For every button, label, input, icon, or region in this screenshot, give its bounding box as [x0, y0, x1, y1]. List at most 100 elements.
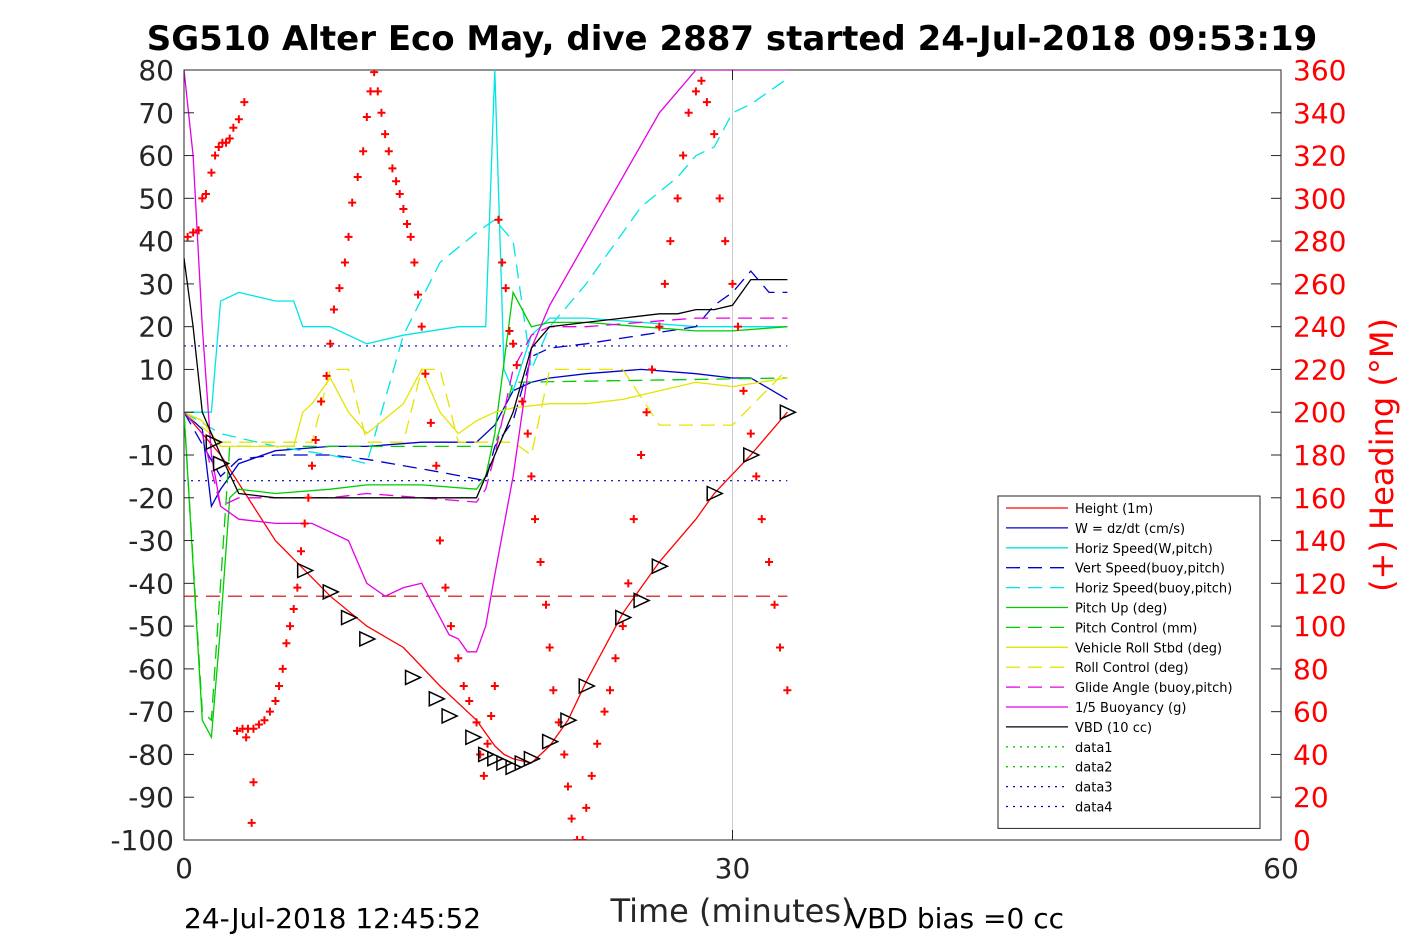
legend-entry: data3 — [1075, 781, 1113, 796]
heading-point — [549, 686, 558, 695]
legend-entry: Vehicle Roll Stbd (deg) — [1075, 641, 1222, 656]
y-tick-label: -50 — [128, 610, 174, 643]
right-tick-label: 240 — [1293, 311, 1346, 344]
heading-point — [542, 600, 551, 609]
heading-point — [512, 361, 521, 370]
heading-point — [233, 726, 242, 735]
heading-point — [487, 711, 496, 720]
heading-point — [465, 696, 474, 705]
y-tick-label: 20 — [138, 311, 174, 344]
triangle-marker — [541, 733, 560, 750]
legend-entry: 1/5 Buoyancy (g) — [1075, 701, 1186, 716]
right-tick-label: 300 — [1293, 182, 1346, 215]
heading-point — [563, 782, 572, 791]
right-tick-label: 360 — [1293, 54, 1346, 87]
heading-point — [384, 147, 393, 156]
heading-point — [624, 579, 633, 588]
legend-entry: Horiz Speed(buoy,pitch) — [1075, 582, 1232, 597]
right-tick-label: 200 — [1293, 396, 1346, 429]
heading-point — [578, 836, 587, 840]
triangle-marker — [651, 558, 670, 575]
heading-point — [225, 134, 234, 143]
series-line — [184, 258, 788, 499]
heading-point — [307, 461, 316, 470]
legend-entry: data4 — [1075, 801, 1113, 816]
series-layer — [184, 70, 788, 764]
heading-point — [359, 147, 368, 156]
heading-point — [446, 622, 455, 631]
triangle-marker — [496, 754, 514, 772]
y-tick-label: -60 — [128, 653, 174, 686]
heading-point — [289, 605, 298, 613]
series-line — [184, 368, 788, 457]
heading-point — [377, 108, 386, 117]
legend-entry: W = dz/dt (cm/s) — [1075, 522, 1185, 537]
x-axis-label: Time (minutes) — [610, 892, 854, 930]
triangle-marker — [340, 609, 359, 626]
series-line — [184, 78, 788, 465]
heading-point — [593, 739, 602, 748]
heading-point — [765, 557, 774, 566]
heading-point — [494, 215, 503, 224]
heading-point — [278, 664, 287, 673]
heading-point — [505, 326, 514, 335]
heading-point — [536, 557, 545, 566]
legend-entry: Height (1m) — [1075, 502, 1153, 517]
y-tick-label: -40 — [128, 567, 174, 600]
right-tick-label: 260 — [1293, 268, 1346, 301]
heading-point — [432, 461, 441, 470]
triangle-marker — [212, 455, 231, 472]
y-tick-label: -10 — [128, 439, 174, 472]
triangle-marker — [560, 712, 578, 729]
heading-point — [399, 205, 408, 214]
heading-point — [501, 284, 510, 293]
heading-point — [527, 472, 536, 481]
heading-point — [666, 237, 675, 246]
heading-point — [606, 686, 615, 695]
y-tick-label: 80 — [138, 54, 174, 87]
heading-point — [322, 371, 331, 380]
heading-point — [229, 123, 238, 132]
heading-point — [353, 172, 362, 181]
right-tick-label: 80 — [1293, 653, 1329, 686]
heading-point — [523, 429, 532, 438]
heading-point — [335, 284, 344, 293]
y-tick-label: -70 — [128, 696, 174, 729]
heading-point — [410, 258, 419, 267]
heading-point — [679, 151, 688, 160]
heading-point — [573, 836, 582, 840]
triangle-marker — [779, 404, 798, 421]
heading-point — [304, 493, 313, 502]
heading-point — [752, 472, 761, 481]
heading-point — [673, 194, 682, 203]
y-tick-label: 50 — [138, 182, 174, 215]
y-tick-label: 60 — [138, 140, 174, 173]
y-tick-label: 10 — [138, 353, 174, 386]
triangle-markers — [205, 404, 798, 776]
triangle-marker — [404, 669, 423, 686]
heading-point — [702, 98, 711, 107]
axes: 80706050403020100-10-20-30-40-50-60-70-8… — [110, 54, 1346, 885]
triangle-marker — [359, 630, 377, 648]
right-tick-label: 20 — [1293, 781, 1329, 814]
x-tick-label: 0 — [175, 852, 193, 885]
y-tick-label: -100 — [110, 824, 174, 857]
triangle-marker — [477, 746, 496, 763]
heading-point — [629, 515, 638, 524]
heading-point — [271, 696, 280, 705]
heading-point — [582, 803, 591, 812]
heading-point — [201, 190, 210, 199]
heading-point — [483, 739, 492, 748]
triangle-marker — [743, 446, 761, 464]
series-line — [184, 368, 788, 509]
y-tick-label: -90 — [128, 781, 174, 814]
series-line — [184, 377, 788, 722]
heading-point — [194, 226, 203, 235]
heading-point — [567, 814, 576, 823]
heading-point — [691, 87, 700, 96]
y-tick-label: -30 — [128, 525, 174, 558]
right-tick-label: 120 — [1293, 567, 1346, 600]
heading-point — [260, 716, 269, 725]
series-line — [184, 367, 788, 448]
heading-point — [684, 108, 693, 117]
